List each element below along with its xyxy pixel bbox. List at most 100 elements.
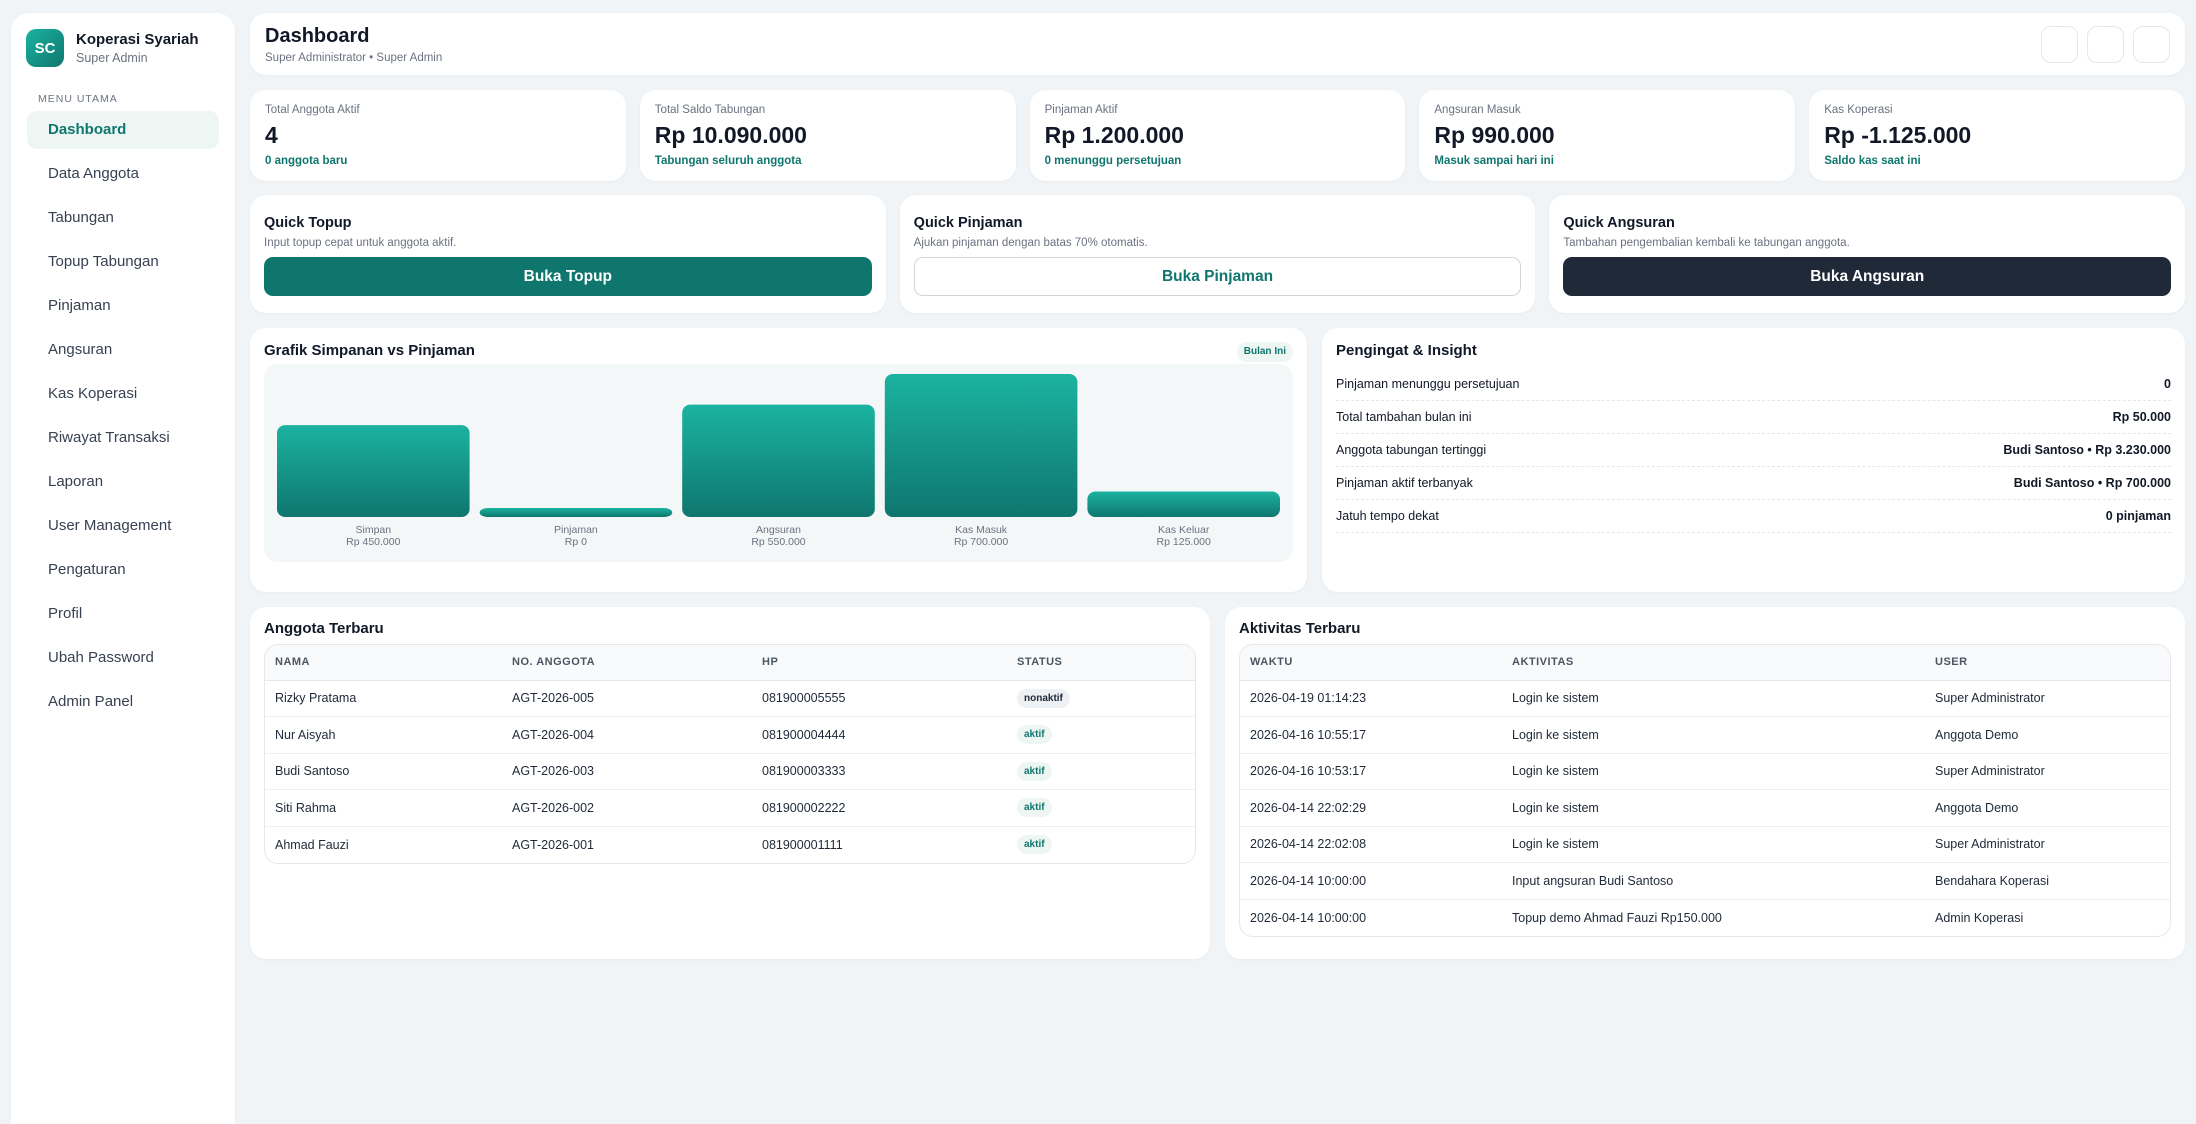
stat-note: Saldo kas saat ini	[1824, 155, 1921, 167]
sidebar-nav: Dashboard Data Anggota Tabungan Topup Tabun…	[11, 111, 235, 721]
insight-value: Rp 50.000	[2112, 410, 2171, 424]
table-row[interactable]: 2026-04-14 10:00:00 Topup demo Ahmad Fauz…	[1240, 899, 2170, 936]
table-row[interactable]: Nur Aisyah AGT-2026-004 081900004444 aktif	[265, 716, 1195, 754]
brand: SC Koperasi Syariah Super Admin	[11, 13, 235, 83]
stat-label: Angsuran Masuk	[1434, 104, 1521, 116]
insight-row: Anggota tabungan tertinggi Budi Santoso •…	[1336, 434, 2171, 467]
insight-card: Pengingat & Insight Pinjaman menunggu pe…	[1322, 328, 2185, 592]
table-cell: Super Administrator	[1925, 680, 2170, 717]
insight-label: Total tambahan bulan ini	[1336, 410, 1472, 424]
table-cell: Login ke sistem	[1502, 753, 1925, 790]
table-cell: 2026-04-14 10:00:00	[1240, 862, 1502, 900]
table-cell: AGT-2026-004	[502, 716, 752, 754]
quick-card: Quick Topup Input topup cepat untuk anggo…	[250, 195, 886, 313]
stat-value: Rp 10.090.000	[654, 122, 807, 148]
stat-note: Masuk sampai hari ini	[1434, 155, 1554, 167]
table-cell: Login ke sistem	[1502, 789, 1925, 827]
header-button-1[interactable]	[2041, 25, 2078, 63]
insight-value: Budi Santoso • Rp 3.230.000	[2003, 443, 2171, 457]
table-row[interactable]: 2026-04-16 10:55:17 Login ke sistem Anggot…	[1240, 716, 2170, 754]
sidebar-item-pengaturan[interactable]: Pengaturan	[48, 561, 126, 578]
open-installment-button[interactable]: Buka Angsuran	[1563, 257, 2172, 296]
table-row[interactable]: 2026-04-16 10:53:17 Login ke sistem Super …	[1240, 753, 2170, 790]
insight-row: Jatuh tempo dekat 0 pinjaman	[1336, 500, 2171, 533]
table-cell: 081900005555	[752, 680, 1007, 717]
sidebar-item-profil[interactable]: Profil	[48, 605, 83, 622]
sidebar-item-tabungan[interactable]: Tabungan	[48, 209, 114, 226]
value-label: Rp 700.000	[954, 536, 1008, 548]
sidebar-item-user-management[interactable]: User Management	[48, 517, 172, 534]
table-row[interactable]: Siti Rahma AGT-2026-002 081900002222 aktif	[265, 789, 1195, 827]
table-cell: 081900001111	[762, 837, 843, 852]
insight-list: Pinjaman menunggu persetujuan 0 Total tamb…	[1336, 368, 2171, 533]
table-row[interactable]: 2026-04-14 22:02:08 Login ke sistem Super …	[1240, 826, 2170, 863]
stat-card: Total Anggota Aktif 4 0 anggota baru	[250, 90, 626, 181]
sidebar-item-angsuran[interactable]: Angsuran	[48, 341, 113, 358]
bar-simpan	[277, 425, 470, 517]
header-button-3[interactable]	[2133, 25, 2170, 63]
table-cell: 2026-04-16 10:55:17	[1240, 716, 1502, 754]
brand-name: Koperasi Syariah	[76, 31, 199, 48]
table-cell: aktif	[1007, 826, 1195, 863]
header-button-2[interactable]	[2087, 25, 2124, 63]
sidebar-item-ubah-password[interactable]: Ubah Password	[48, 649, 154, 666]
sidebar-item-admin-panel[interactable]: Admin Panel	[48, 693, 134, 710]
sidebar-item-dashboard[interactable]: Dashboard	[27, 111, 219, 149]
sidebar-item-pinjaman[interactable]: Pinjaman	[48, 297, 111, 314]
table-row[interactable]: Ahmad Fauzi AGT-2026-001 081900001111 aktif	[265, 826, 1195, 863]
table-cell: Super Administrator	[1925, 826, 2170, 863]
insight-row: Pinjaman menunggu persetujuan 0	[1336, 368, 2171, 401]
column-header: STATUS	[1007, 645, 1195, 681]
value-label: Rp 550.000	[751, 536, 805, 548]
table-cell: Login ke sistem	[1502, 826, 1925, 863]
sidebar: SC Koperasi Syariah Super Admin MENU UTA…	[11, 13, 235, 1124]
table-row[interactable]: Rizky Pratama AGT-2026-005 081900005555 non…	[265, 680, 1195, 717]
table-cell: 2026-04-14 10:00:00	[1250, 910, 1367, 925]
table-row[interactable]: 2026-04-14 22:02:29 Login ke sistem Anggot…	[1240, 789, 2170, 827]
table-cell: 081900004444	[752, 716, 1007, 754]
page-subtitle: Super Administrator • Super Admin	[265, 51, 443, 64]
activity-title: Aktivitas Terbaru	[1239, 620, 1361, 637]
stat-note: 0 menunggu persetujuan	[1044, 155, 1182, 167]
open-loan-button[interactable]: Buka Pinjaman	[913, 257, 1522, 296]
chart-title: Grafik Simpanan vs Pinjaman	[264, 342, 475, 359]
table-cell: Topup demo Ahmad Fauzi Rp150.000	[1512, 910, 1722, 925]
status-badge: aktif	[1017, 835, 1052, 854]
category-label: Simpan	[355, 524, 391, 536]
sidebar-item-data-anggota[interactable]: Data Anggota	[48, 165, 139, 182]
sidebar-item-topup-tabungan[interactable]: Topup Tabungan	[48, 253, 159, 270]
table-cell: 2026-04-14 22:02:29	[1240, 789, 1502, 827]
stat-value: Rp -1.125.000	[1824, 122, 1972, 148]
table-cell: Input angsuran Budi Santoso	[1502, 862, 1925, 900]
value-label: Rp 450.000	[346, 536, 400, 548]
stat-value: Rp 990.000	[1434, 122, 1555, 148]
table-row[interactable]: 2026-04-19 01:14:23 Login ke sistem Super …	[1240, 680, 2170, 717]
stat-note: Tabungan seluruh anggota	[654, 155, 802, 167]
quick-desc: Ajukan pinjaman dengan batas 70% otomati…	[913, 237, 1148, 249]
quick-actions: Quick Topup Input topup cepat untuk anggo…	[250, 195, 2186, 313]
bar-kas-masuk	[884, 374, 1078, 517]
insight-label: Jatuh tempo dekat	[1336, 509, 1439, 523]
sidebar-item-kas-koperasi[interactable]: Kas Koperasi	[48, 385, 138, 402]
category-label: Kas Keluar	[1158, 524, 1210, 536]
insight-title: Pengingat & Insight	[1336, 342, 1477, 359]
sidebar-item-laporan[interactable]: Laporan	[48, 473, 104, 490]
table-cell: Admin Koperasi	[1935, 910, 2024, 925]
table-row[interactable]: Budi Santoso AGT-2026-003 081900003333 akti…	[265, 753, 1195, 790]
table-cell: Nur Aisyah	[265, 716, 502, 754]
table-cell: aktif	[1007, 716, 1195, 754]
table-cell: Siti Rahma	[265, 789, 502, 827]
members-title: Anggota Terbaru	[264, 620, 384, 637]
status-badge: nonaktif	[1017, 688, 1070, 708]
table-cell: AGT-2026-003	[502, 753, 752, 790]
table-cell: Anggota Demo	[1925, 716, 2170, 754]
value-label: Rp 125.000	[1157, 536, 1211, 548]
table-cell: Anggota Demo	[1925, 789, 2170, 827]
open-topup-button[interactable]: Buka Topup	[264, 257, 872, 296]
table-cell: AGT-2026-005	[502, 680, 752, 717]
table-row[interactable]: 2026-04-14 10:00:00 Input angsuran Budi S…	[1240, 862, 2170, 900]
table-cell: aktif	[1007, 789, 1195, 827]
table-cell: aktif	[1007, 753, 1195, 790]
sidebar-item-riwayat-transaksi[interactable]: Riwayat Transaksi	[48, 429, 170, 446]
